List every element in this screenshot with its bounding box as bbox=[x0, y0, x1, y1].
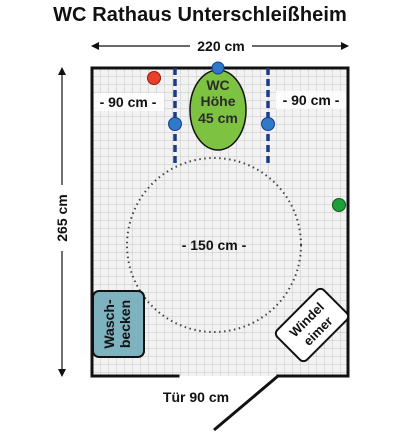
width-label: 220 cm bbox=[197, 38, 244, 54]
washbasin bbox=[92, 290, 145, 358]
grab-bars bbox=[173, 68, 270, 165]
flush-button bbox=[211, 61, 225, 75]
height-label: 265 cm bbox=[54, 194, 70, 241]
page-title: WC Rathaus Unterschleißheim bbox=[53, 4, 347, 26]
toilet-label-line1: WC bbox=[206, 77, 229, 93]
green-light-switch[interactable] bbox=[332, 198, 346, 212]
width-dimension: 220 cm bbox=[91, 38, 349, 54]
grab-bar-knobs bbox=[168, 61, 275, 131]
right-space-label: - 90 cm - bbox=[283, 92, 340, 108]
toilet-label-line2: Höhe bbox=[201, 93, 236, 109]
height-dimension: 265 cm bbox=[54, 67, 70, 377]
left-space-label: - 90 cm - bbox=[100, 94, 157, 110]
washbasin-label-line2: becken bbox=[117, 300, 133, 348]
left-knob bbox=[168, 117, 182, 131]
door-label: Tür 90 cm bbox=[163, 389, 229, 405]
turning-circle-label: - 150 cm - bbox=[182, 237, 247, 253]
door-leaf[interactable] bbox=[213, 374, 279, 432]
washbasin-label-line1: Wasch- bbox=[101, 299, 117, 349]
toilet-label-line3: 45 cm bbox=[198, 110, 238, 126]
right-knob bbox=[261, 117, 275, 131]
turning-circle bbox=[126, 157, 302, 333]
red-alarm-button[interactable] bbox=[147, 71, 161, 85]
